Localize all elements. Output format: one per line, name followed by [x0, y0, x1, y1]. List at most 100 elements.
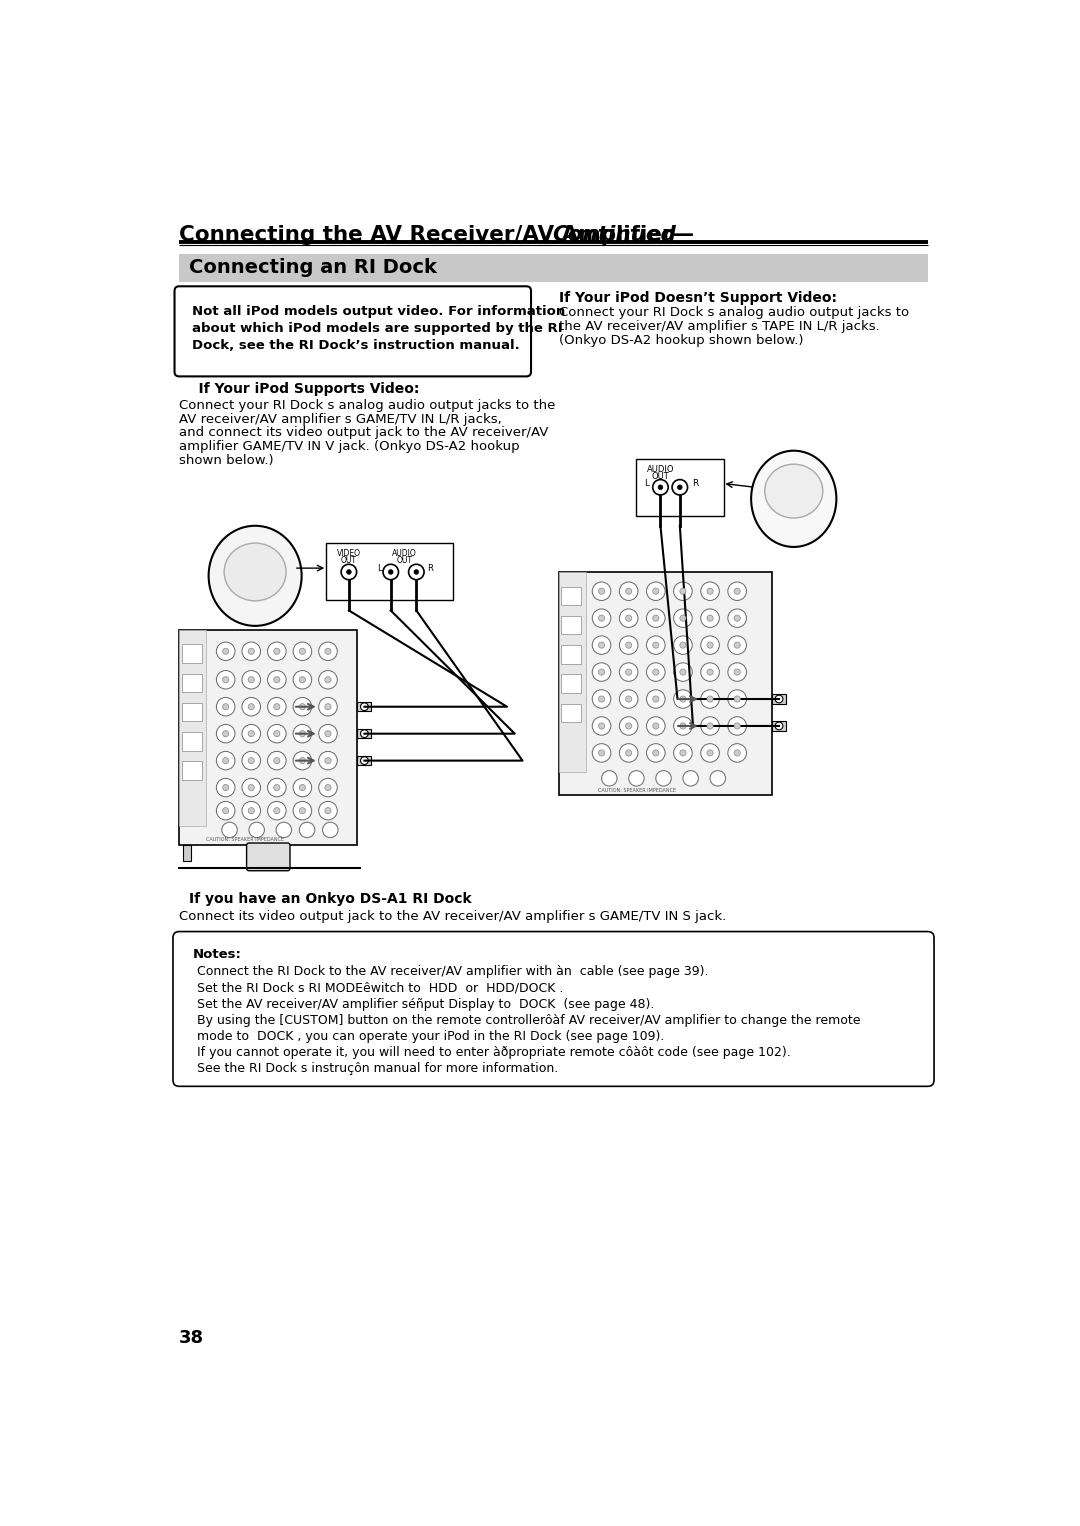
Circle shape	[734, 615, 740, 621]
Circle shape	[592, 636, 611, 655]
Text: shown below.): shown below.)	[179, 455, 274, 467]
Circle shape	[242, 670, 260, 690]
Circle shape	[319, 801, 337, 819]
Circle shape	[674, 690, 692, 708]
Text: Connect its video output jack to the AV receiver/AV amplifier s GAME/TV IN S jac: Connect its video output jack to the AV …	[179, 909, 727, 923]
Circle shape	[242, 725, 260, 743]
Circle shape	[672, 479, 688, 494]
Circle shape	[248, 649, 255, 655]
Bar	[179, 630, 357, 845]
Circle shape	[674, 717, 692, 736]
Circle shape	[242, 751, 260, 769]
FancyBboxPatch shape	[562, 617, 581, 635]
Circle shape	[273, 649, 280, 655]
Circle shape	[293, 751, 312, 769]
Circle shape	[592, 743, 611, 761]
Circle shape	[325, 649, 332, 655]
Circle shape	[598, 749, 605, 755]
Circle shape	[679, 696, 686, 702]
Circle shape	[707, 696, 713, 702]
Circle shape	[592, 717, 611, 736]
Text: Set the AV receiver/AV amplifier séñput Display to  DOCK  (see page 48).: Set the AV receiver/AV amplifier séñput …	[197, 998, 654, 1010]
Text: Continued: Continued	[552, 226, 676, 246]
Circle shape	[647, 662, 665, 681]
Text: OUT: OUT	[396, 555, 413, 565]
Text: 38: 38	[179, 1329, 204, 1347]
Circle shape	[216, 778, 235, 797]
Circle shape	[701, 581, 719, 600]
Circle shape	[273, 703, 280, 710]
Circle shape	[647, 609, 665, 627]
Text: R: R	[692, 479, 699, 488]
Bar	[559, 572, 586, 772]
Circle shape	[325, 807, 332, 813]
Circle shape	[701, 690, 719, 708]
Circle shape	[625, 615, 632, 621]
Circle shape	[647, 636, 665, 655]
Circle shape	[658, 485, 663, 490]
Text: If Your iPod Doesn’t Support Video:: If Your iPod Doesn’t Support Video:	[559, 291, 837, 305]
Circle shape	[248, 823, 265, 838]
Circle shape	[216, 670, 235, 690]
Ellipse shape	[751, 450, 836, 546]
Circle shape	[325, 784, 332, 790]
Text: If you have an Onkyo DS-A1 RI Dock: If you have an Onkyo DS-A1 RI Dock	[189, 891, 472, 905]
Circle shape	[293, 670, 312, 690]
Circle shape	[728, 609, 746, 627]
Circle shape	[701, 717, 719, 736]
Circle shape	[293, 801, 312, 819]
Circle shape	[293, 778, 312, 797]
Circle shape	[325, 757, 332, 763]
Circle shape	[652, 696, 659, 702]
FancyBboxPatch shape	[181, 761, 202, 780]
Circle shape	[222, 807, 229, 813]
Circle shape	[341, 565, 356, 580]
Circle shape	[652, 588, 659, 594]
Circle shape	[319, 697, 337, 716]
Circle shape	[592, 609, 611, 627]
FancyBboxPatch shape	[181, 673, 202, 693]
Circle shape	[728, 743, 746, 761]
Circle shape	[734, 696, 740, 702]
Circle shape	[299, 757, 306, 763]
Circle shape	[652, 723, 659, 729]
FancyBboxPatch shape	[181, 703, 202, 722]
FancyBboxPatch shape	[562, 645, 581, 664]
Circle shape	[319, 778, 337, 797]
Bar	[183, 845, 191, 861]
Text: If you cannot operate it, you will need to enter àðpropriate remote côàôt code (: If you cannot operate it, you will need …	[197, 1047, 791, 1059]
Circle shape	[273, 757, 280, 763]
Circle shape	[248, 731, 255, 737]
Text: AV receiver/AV amplifier s GAME/TV IN L/R jacks,: AV receiver/AV amplifier s GAME/TV IN L/…	[179, 412, 502, 426]
Circle shape	[268, 670, 286, 690]
Bar	[179, 630, 206, 826]
Circle shape	[619, 662, 638, 681]
Text: Connect the RI Dock to the AV receiver/AV amplifier with àn  cable (see page 39): Connect the RI Dock to the AV receiver/A…	[197, 966, 708, 978]
Circle shape	[293, 642, 312, 661]
Circle shape	[248, 784, 255, 790]
Circle shape	[361, 703, 368, 711]
Circle shape	[383, 565, 399, 580]
Circle shape	[408, 565, 424, 580]
Bar	[772, 694, 786, 703]
Circle shape	[652, 642, 659, 649]
Circle shape	[323, 823, 338, 838]
Circle shape	[325, 703, 332, 710]
Circle shape	[592, 581, 611, 600]
Circle shape	[592, 662, 611, 681]
Circle shape	[647, 743, 665, 761]
Circle shape	[268, 642, 286, 661]
Text: See the RI Dock s instruçôn manual for more information.: See the RI Dock s instruçôn manual for m…	[197, 1062, 558, 1076]
Circle shape	[674, 609, 692, 627]
Circle shape	[319, 670, 337, 690]
Circle shape	[652, 668, 659, 674]
Circle shape	[248, 807, 255, 813]
Circle shape	[619, 743, 638, 761]
Circle shape	[710, 771, 726, 786]
Circle shape	[325, 676, 332, 682]
Circle shape	[679, 615, 686, 621]
FancyBboxPatch shape	[562, 703, 581, 722]
Circle shape	[679, 668, 686, 674]
Circle shape	[293, 697, 312, 716]
Circle shape	[674, 662, 692, 681]
